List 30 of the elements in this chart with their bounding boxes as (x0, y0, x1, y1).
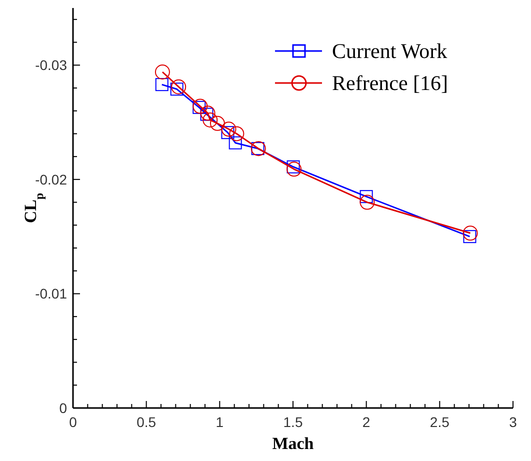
point (229, 126, 244, 142)
point (154, 64, 170, 80)
x-tick-label: 3 (509, 414, 518, 430)
x-tick-label: 2 (362, 414, 370, 430)
legend-label: Current Work (332, 39, 448, 63)
point (360, 194, 375, 210)
y-tick-label: -0.01 (35, 286, 68, 302)
point (463, 230, 476, 244)
y-tick-label: -0.03 (35, 57, 68, 74)
x-tick-label: 1 (216, 414, 224, 430)
point (221, 122, 236, 137)
legend-label: Refrence [16] (332, 71, 448, 95)
point (171, 79, 186, 94)
point (286, 160, 300, 174)
y-tick-label: 0 (59, 400, 68, 416)
x-tick-label: 0 (69, 414, 78, 430)
point (155, 78, 168, 92)
point (462, 226, 478, 241)
y-tick-label: -0.02 (35, 171, 68, 188)
point (228, 136, 242, 150)
x-tick-label: 2.5 (430, 414, 450, 430)
point (360, 190, 373, 204)
x-axis-title: Mach (272, 434, 314, 453)
x-tick-label: 1.5 (283, 414, 303, 430)
x-tick-label: 0.5 (136, 414, 156, 430)
point (210, 116, 225, 131)
point (202, 112, 218, 128)
point (221, 126, 234, 140)
point (170, 82, 184, 96)
point (286, 162, 302, 177)
